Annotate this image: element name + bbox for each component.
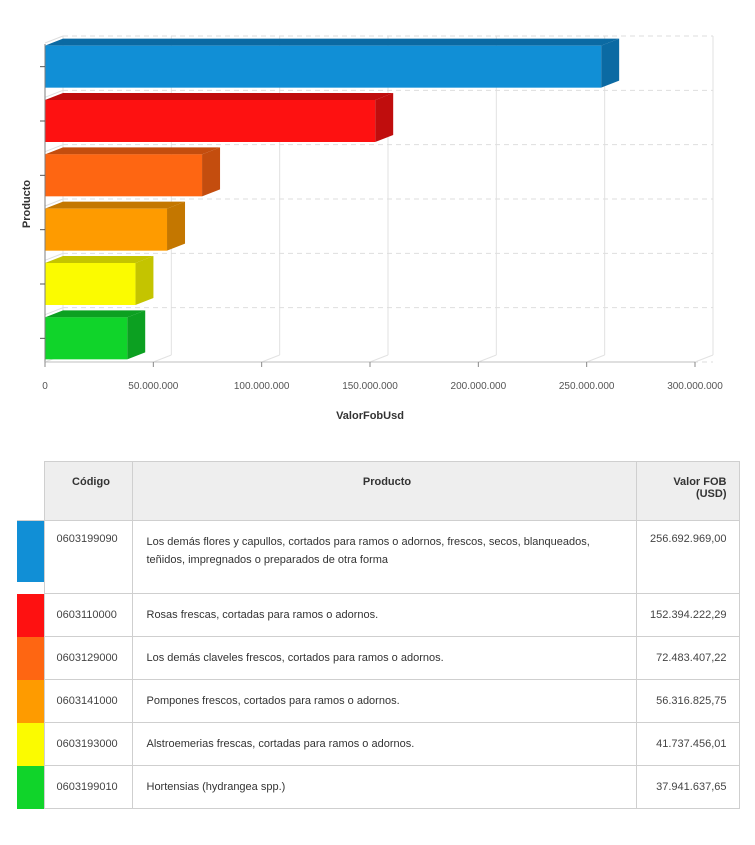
valor-fob-header-line2: (USD) (695, 488, 727, 500)
codigo-cell: 0603129000 (43, 636, 133, 680)
bar-top-face (45, 310, 146, 318)
table-row: 0603110000 Rosas frescas, cortadas para … (17, 593, 740, 637)
color-swatch (17, 636, 45, 680)
valor-cell: 37.941.637,65 (635, 765, 740, 809)
codigo-cell: 0603110000 (43, 593, 133, 637)
codigo-cell: 0603193000 (43, 722, 133, 766)
bar-side-face (167, 201, 186, 251)
codigo-header[interactable]: Código (43, 461, 133, 521)
producto-cell: Los demás claveles frescos, cortados par… (131, 636, 637, 680)
bar-side-face (601, 38, 620, 88)
bar-front-face (45, 208, 168, 251)
bar-front-face (45, 317, 128, 360)
bar-0603110000 (45, 93, 394, 142)
x-tick-label: 0 (42, 381, 48, 392)
products-table: Código Producto Valor FOB (USD) 06031990… (17, 461, 740, 809)
grid-line-floor (153, 354, 172, 363)
table-row: 0603129000 Los demás claveles frescos, c… (17, 636, 740, 680)
codigo-cell: 0603199010 (43, 765, 133, 809)
bar-front-face (45, 263, 136, 305)
table-row: 0603193000 Alstroemerias frescas, cortad… (17, 722, 740, 766)
color-column-header (17, 461, 45, 521)
bar-0603141000 (45, 201, 186, 251)
bar-0603129000 (45, 147, 221, 197)
bar-top-face (45, 93, 394, 100)
bar-top-face (45, 201, 186, 209)
products-table-container: Código Producto Valor FOB (USD) 06031990… (17, 461, 740, 809)
bar-front-face (45, 100, 376, 142)
valor-cell: 256.692.969,00 (635, 520, 740, 594)
grid-line-wall (44, 144, 64, 153)
producto-cell: Hortensias (hydrangea spp.) (131, 765, 637, 809)
color-swatch (17, 593, 45, 637)
codigo-cell: 0603199090 (43, 520, 133, 594)
bar-front-face (45, 154, 203, 197)
y-axis-title: Producto (21, 180, 33, 229)
x-tick-label: 300.000.000 (667, 381, 723, 392)
table-row: 0603199090 Los demás flores y capullos, … (17, 520, 740, 594)
bar-front-face (45, 45, 602, 88)
bar-top-face (45, 38, 620, 46)
bar-0603199090 (45, 38, 620, 88)
x-tick-label: 50.000.000 (128, 381, 178, 392)
color-swatch (17, 679, 45, 723)
grid-line-floor (478, 354, 497, 363)
valor-cell: 72.483.407,22 (635, 636, 740, 680)
grid-line-floor (694, 354, 714, 363)
x-axis-title: ValorFobUsd (336, 410, 404, 422)
x-tick-label: 250.000.000 (559, 381, 615, 392)
bar-side-face (202, 147, 221, 197)
x-tick-label: 100.000.000 (234, 381, 290, 392)
grid-line-wall (44, 89, 64, 98)
bar-0603199010 (45, 310, 146, 360)
color-swatch (17, 722, 45, 766)
table-header-row: Código Producto Valor FOB (USD) (17, 461, 740, 521)
color-swatch (17, 765, 45, 809)
grid-line-wall (44, 307, 64, 316)
codigo-cell: 0603141000 (43, 679, 133, 723)
producto-cell: Alstroemerias frescas, cortadas para ram… (131, 722, 637, 766)
grid-line-wall (44, 35, 64, 44)
bar-top-face (45, 147, 221, 155)
producto-cell: Pompones frescos, cortados para ramos o … (131, 679, 637, 723)
valor-fob-header-line1: Valor FOB (673, 476, 727, 488)
x-tick-label: 150.000.000 (342, 381, 398, 392)
table-row: 0603199010 Hortensias (hydrangea spp.) 3… (17, 765, 740, 809)
bar-side-face (135, 256, 154, 305)
producto-cell: Los demás flores y capullos, cortados pa… (131, 520, 637, 594)
valor-fob-header[interactable]: Valor FOB (USD) (635, 461, 740, 521)
bar-side-face (375, 93, 394, 142)
x-tick-label: 200.000.000 (451, 381, 507, 392)
grid-line-wall (44, 198, 64, 207)
producto-header[interactable]: Producto (131, 461, 637, 521)
valor-cell: 152.394.222,29 (635, 593, 740, 637)
grid-line-floor (369, 354, 389, 363)
grid-line-floor (586, 354, 605, 363)
axes: 0 50.000.000 100.000.000 150.000.000 200.000… (40, 44, 723, 392)
bars (45, 38, 620, 360)
bar-chart: 0 50.000.000 100.000.000 150.000.000 200.000… (21, 35, 723, 422)
valor-cell: 56.316.825,75 (635, 679, 740, 723)
bar-top-face (45, 256, 154, 263)
producto-cell: Rosas frescas, cortadas para ramos o ado… (131, 593, 637, 637)
color-swatch (17, 520, 45, 594)
table-row: 0603141000 Pompones frescos, cortados pa… (17, 679, 740, 723)
bar-0603193000 (45, 256, 154, 305)
grid-line-wall (44, 252, 64, 261)
bar-side-face (127, 310, 146, 360)
grid-line-floor (261, 354, 280, 363)
valor-cell: 41.737.456,01 (635, 722, 740, 766)
